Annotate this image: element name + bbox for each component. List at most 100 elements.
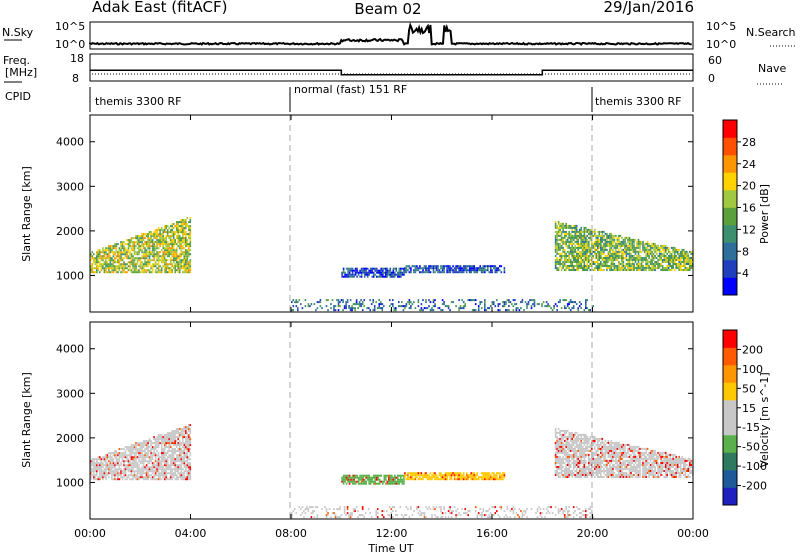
echo-cell (389, 267, 392, 270)
echo-cell (169, 458, 172, 461)
echo-cell (646, 244, 649, 247)
echo-cell (169, 253, 172, 256)
echo-cell (408, 267, 411, 270)
echo-cell (603, 248, 605, 251)
echo-cell (568, 449, 570, 452)
echo-cell (108, 456, 110, 459)
echo-cell (426, 267, 429, 270)
echo-cell (154, 460, 157, 463)
echo-cell (588, 437, 590, 440)
echo-cell (606, 244, 608, 247)
echo-cell (468, 474, 471, 477)
echo-cell (580, 261, 582, 263)
echo-cell (383, 275, 386, 278)
echo-cell (565, 443, 567, 446)
echo-cell (374, 474, 376, 477)
echo-cell (559, 462, 561, 464)
echo-cell (141, 454, 143, 457)
echo-cell (476, 269, 478, 272)
echo-cell (150, 470, 152, 473)
echo-cell (612, 248, 614, 251)
echo-cell (675, 255, 677, 257)
echo-cell (601, 250, 604, 253)
echo-cell (456, 267, 459, 270)
echo-cell (679, 257, 682, 259)
echo-cell (509, 301, 512, 304)
echo-cell (156, 259, 158, 262)
echo-cell (554, 261, 557, 263)
echo-cell (105, 251, 107, 254)
echo-cell (672, 265, 674, 267)
echo-cell (151, 472, 154, 475)
echo-cell (434, 303, 436, 306)
echo-cell (141, 456, 143, 459)
echo-cell (574, 224, 576, 227)
echo-cell (581, 459, 584, 462)
echo-cell (591, 263, 593, 265)
echo-cell (180, 219, 183, 222)
echo-cell (109, 249, 112, 252)
echo-cell (371, 478, 373, 481)
echo-cell (144, 468, 146, 471)
echo-cell (99, 472, 101, 475)
echo-cell (606, 267, 608, 269)
echo-cell (621, 257, 623, 259)
echo-cell (151, 265, 154, 268)
echo-cell (557, 234, 560, 237)
echo-cell (585, 433, 587, 436)
echo-cell (185, 446, 187, 449)
echo-cell (349, 299, 352, 302)
echo-cell (577, 248, 579, 251)
echo-cell (144, 456, 146, 459)
echo-cell (130, 478, 133, 481)
echo-cell (174, 478, 176, 481)
echo-cell (105, 253, 107, 256)
echo-cell (581, 472, 584, 474)
echo-cell (297, 301, 299, 304)
echo-cell (120, 265, 122, 268)
echo-cell (377, 476, 379, 479)
echo-cell (180, 239, 183, 242)
echo-cell (177, 460, 179, 463)
echo-cell (93, 271, 95, 274)
echo-cell (180, 464, 183, 467)
echo-cell (139, 261, 142, 264)
echo-cell (127, 464, 130, 467)
echo-cell (347, 480, 349, 483)
echo-cell (144, 450, 146, 453)
echo-cell (162, 233, 164, 236)
echo-cell (182, 446, 184, 449)
echo-cell (295, 299, 298, 302)
echo-cell (139, 470, 142, 473)
echo-cell (578, 449, 581, 452)
echo-cell (141, 470, 143, 473)
echo-cell (473, 476, 475, 479)
echo-cell (106, 249, 109, 252)
echo-cell (105, 454, 107, 457)
echo-cell (588, 468, 590, 470)
echo-cell (480, 271, 483, 274)
echo-cell (571, 244, 573, 247)
echo-cell (607, 259, 610, 261)
echo-cell (607, 252, 610, 255)
echo-cell (141, 261, 143, 264)
echo-cell (120, 243, 122, 246)
echo-cell (575, 431, 578, 434)
echo-cell (133, 271, 136, 274)
echo-cell (147, 259, 149, 262)
echo-cell (645, 242, 647, 245)
echo-cell (544, 305, 546, 308)
echo-cell (559, 248, 561, 251)
echo-cell (138, 452, 140, 455)
echo-cell (133, 247, 136, 250)
echo-cell (655, 261, 658, 263)
echo-cell (503, 271, 506, 274)
echo-cell (132, 476, 134, 479)
echo-cell (610, 240, 613, 243)
echo-cell (673, 252, 676, 255)
echo-cell (556, 468, 558, 470)
echo-cell (127, 249, 130, 252)
echo-cell (563, 234, 566, 237)
echo-cell (168, 227, 170, 230)
echo-cell (637, 252, 640, 255)
